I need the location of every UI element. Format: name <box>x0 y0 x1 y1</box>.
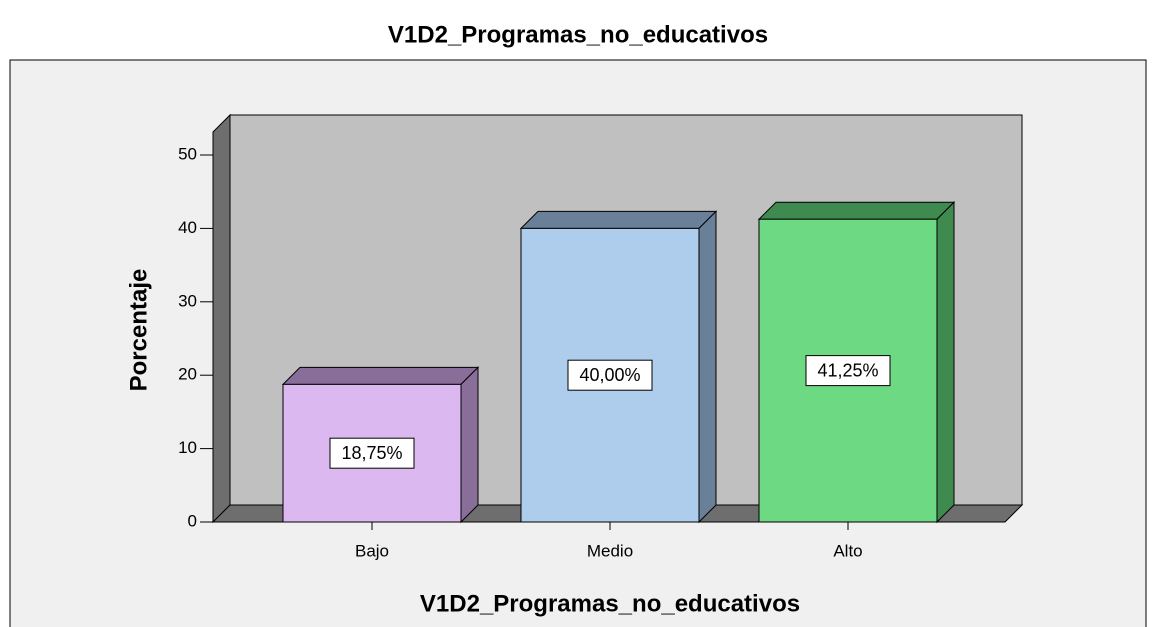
y-tick-label: 30 <box>178 291 197 310</box>
value-label-box <box>805 355 891 387</box>
x-axis-title: V1D2_Programas_no_educativos <box>420 590 800 617</box>
y-axis-title: Porcentaje <box>125 269 152 392</box>
chart-title: V1D2_Programas_no_educativos <box>388 21 768 48</box>
y-tick-label: 20 <box>178 365 197 384</box>
y-tick-label: 50 <box>178 144 197 163</box>
x-tick-label: Alto <box>833 541 862 560</box>
side-wall <box>212 113 231 524</box>
value-label: 18,75% <box>341 443 402 463</box>
x-tick-label: Medio <box>587 541 633 560</box>
y-tick-label: 40 <box>178 218 197 237</box>
bar-side <box>460 366 479 524</box>
value-label-box <box>567 359 653 391</box>
value-label: 40,00% <box>579 365 640 385</box>
y-tick-label: 0 <box>188 511 197 530</box>
y-tick-label: 10 <box>178 438 197 457</box>
bar-side <box>698 210 717 524</box>
bar-top <box>757 201 956 220</box>
bar-top <box>281 366 480 385</box>
value-label: 41,25% <box>817 360 878 380</box>
bar-top <box>519 210 718 229</box>
x-tick-label: Bajo <box>355 541 389 560</box>
value-label-box <box>329 437 415 469</box>
bar-side <box>936 201 955 524</box>
